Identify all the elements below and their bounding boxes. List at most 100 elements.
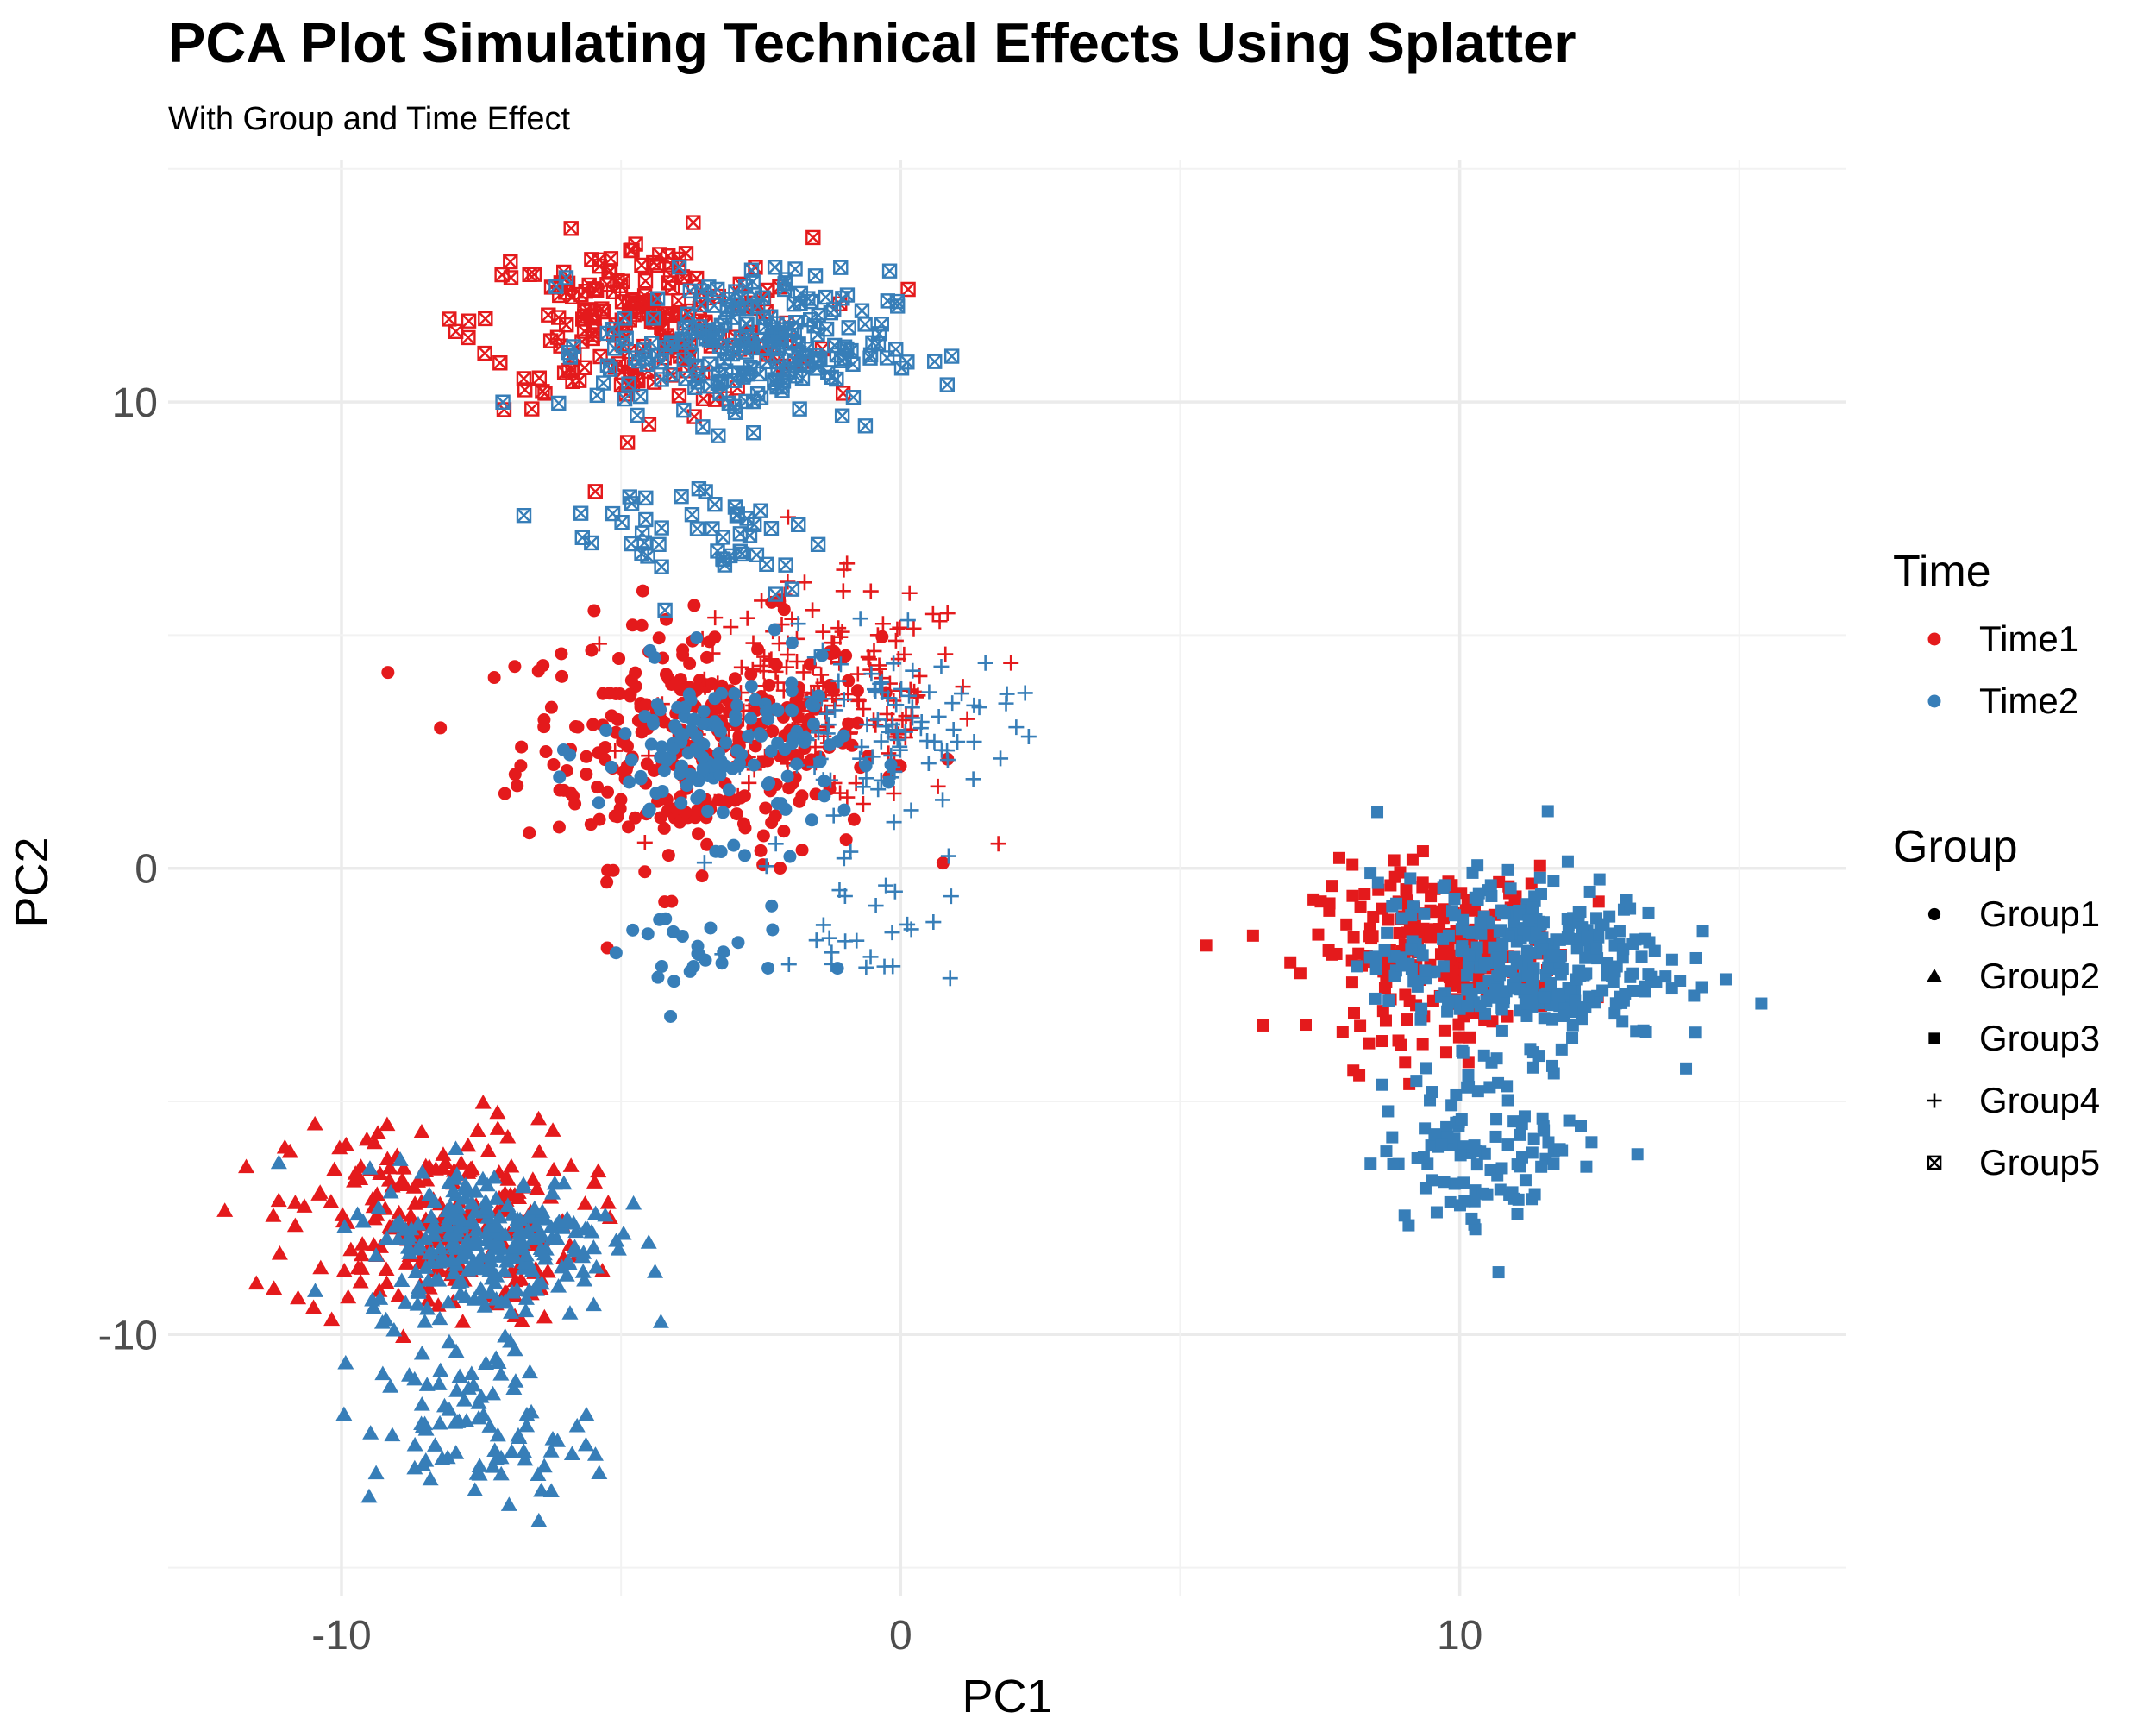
point-group2-time2: [488, 1217, 505, 1233]
legend-key-group2: [1926, 968, 1943, 982]
grid: [168, 160, 1846, 1596]
point-group3-time2: [1435, 1138, 1448, 1151]
point-group4-time1: [832, 785, 849, 801]
point-group5-time2: [516, 507, 532, 524]
point-group2-time1: [506, 1272, 523, 1288]
point-group3-time2: [1387, 1157, 1400, 1170]
point-group3-time2: [1470, 1158, 1483, 1171]
legend-key-group4: [1927, 1093, 1942, 1108]
point-group3-time2: [1537, 1120, 1550, 1133]
legend-key-group3: [1928, 1032, 1940, 1044]
point-group3-time2: [1386, 1131, 1399, 1144]
point-group3-time2: [1518, 924, 1531, 937]
point-group3-time1: [1365, 932, 1378, 945]
point-group3-time2: [1382, 1105, 1395, 1118]
point-group3-time2: [1449, 909, 1462, 922]
point-group3-time2: [1520, 994, 1532, 1007]
point-group1-time1: [768, 809, 782, 823]
point-group3-time1: [1299, 1019, 1312, 1032]
point-group1-time1: [605, 709, 618, 723]
point-group3-time2: [1512, 1193, 1525, 1206]
point-group1-time1: [619, 762, 633, 776]
point-group4-time1: [763, 722, 780, 738]
point-group1-time2: [728, 687, 742, 700]
point-group3-time1: [1363, 1037, 1376, 1050]
point-group2-time2: [414, 1164, 431, 1179]
point-group2-time2: [507, 1250, 524, 1264]
point-group1-time2: [690, 631, 704, 645]
legend-title-time: Time: [1893, 547, 1991, 597]
point-group2-time1: [420, 1291, 437, 1307]
point-group1-time2: [753, 727, 767, 741]
legend-key-group1: [1927, 907, 1941, 921]
point-group2-time2: [372, 1290, 389, 1305]
point-group4-time2: [884, 925, 900, 941]
point-group5-time2: [617, 391, 633, 407]
point-group2-time2: [497, 1226, 514, 1241]
point-group5-time2: [739, 511, 755, 526]
point-group2-time1: [352, 1273, 369, 1289]
point-group1-time2: [592, 796, 605, 810]
point-group1-time2: [623, 775, 636, 789]
point-group3-time2: [1388, 950, 1401, 963]
point-group3-time2: [1501, 1094, 1514, 1107]
point-group1-time2: [697, 737, 711, 751]
point-group3-time1: [1439, 1046, 1452, 1059]
point-group1-time2: [605, 760, 618, 774]
point-group2-time2: [610, 1241, 627, 1256]
point-group3-time2: [1471, 1085, 1484, 1098]
point-group4-time2: [880, 690, 896, 706]
point-group5-time2: [757, 318, 774, 335]
point-group2-time2: [476, 1298, 493, 1313]
point-group1-time1: [668, 677, 682, 691]
point-group5-time2: [649, 291, 666, 306]
point-group2-time2: [399, 1239, 417, 1254]
point-group2-time2: [430, 1376, 448, 1390]
point-group3-time1: [1323, 897, 1336, 910]
point-group2-time2: [468, 1237, 486, 1251]
point-group2-time2: [459, 1232, 476, 1247]
point-group5-time2: [645, 310, 661, 326]
point-group2-time1: [413, 1124, 430, 1138]
point-group2-time2: [585, 1239, 602, 1255]
legend-key-group5: [1927, 1155, 1942, 1170]
point-group3-time2: [1565, 1005, 1578, 1018]
point-group3-time1: [1346, 858, 1359, 871]
point-group2-time2: [441, 1333, 458, 1349]
point-group4-time1: [887, 632, 904, 649]
point-group2-time2: [489, 1231, 506, 1246]
point-group3-time2: [1689, 951, 1702, 964]
point-group2-time2: [432, 1252, 449, 1267]
point-group4-time1: [889, 621, 906, 637]
point-group2-time2: [652, 1314, 669, 1328]
point-group2-time1: [489, 1104, 506, 1120]
point-group5-time2: [677, 321, 693, 336]
point-group3-time2: [1674, 974, 1687, 987]
point-group5-time2: [755, 290, 771, 305]
point-group1-time2: [655, 959, 668, 973]
point-group2-time2: [307, 1283, 324, 1297]
point-group1-time1: [720, 795, 734, 809]
point-group4-time2: [852, 750, 868, 767]
point-group3-time1: [1354, 900, 1367, 913]
point-group3-time2: [1430, 1206, 1443, 1219]
point-group1-time1: [936, 856, 950, 870]
point-group1-time1: [586, 718, 600, 731]
point-group1-time1: [652, 631, 666, 645]
point-group1-time2: [681, 746, 695, 760]
point-group3-time2: [1511, 1208, 1524, 1220]
point-group3-time2: [1414, 1013, 1427, 1026]
point-group5-time2: [640, 549, 655, 564]
point-group3-time2: [1465, 988, 1478, 1000]
point-group5-time2: [558, 270, 574, 285]
point-group5-time2: [698, 484, 713, 499]
point-group4-time2: [830, 673, 847, 689]
point-group3-time2: [1495, 1162, 1508, 1175]
point-group2-time2: [504, 1283, 521, 1299]
point-group5-time2: [628, 350, 643, 366]
point-group4-time1: [924, 605, 941, 622]
point-group3-time2: [1575, 1120, 1588, 1132]
point-group4-time1: [939, 605, 956, 622]
point-group1-time1: [580, 768, 593, 781]
point-group4-time2: [892, 738, 908, 755]
